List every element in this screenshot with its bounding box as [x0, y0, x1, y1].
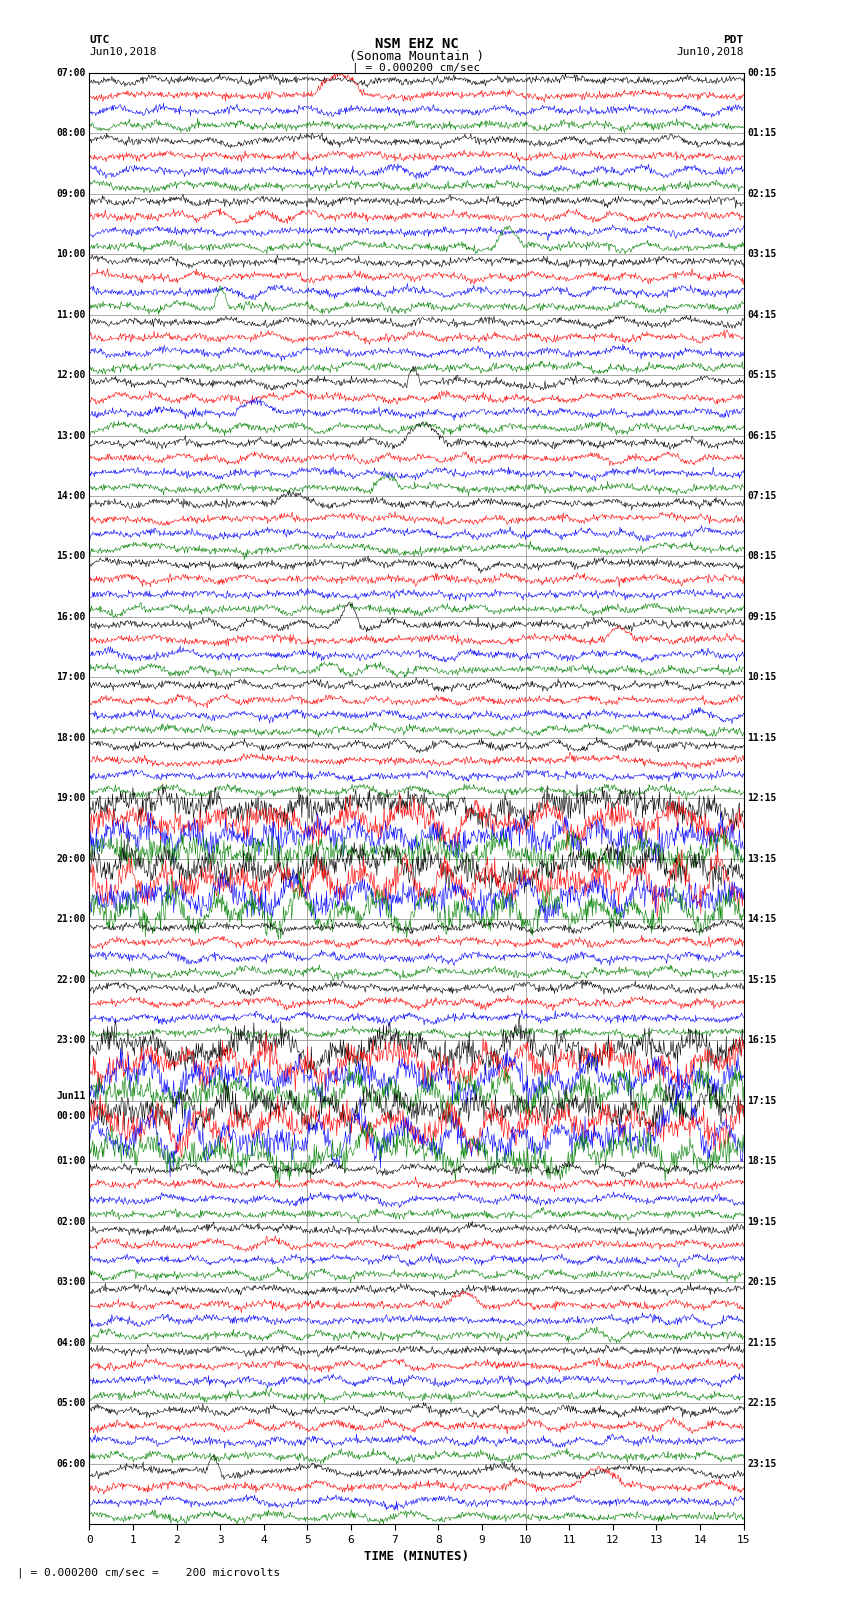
- Text: 17:00: 17:00: [57, 673, 86, 682]
- Text: 02:00: 02:00: [57, 1216, 86, 1227]
- Text: 19:15: 19:15: [747, 1216, 776, 1227]
- Text: 04:15: 04:15: [747, 310, 776, 319]
- Text: 00:00: 00:00: [57, 1111, 86, 1121]
- Text: 09:15: 09:15: [747, 611, 776, 623]
- Text: UTC: UTC: [89, 35, 110, 45]
- Text: 09:00: 09:00: [57, 189, 86, 198]
- Text: 13:15: 13:15: [747, 853, 776, 865]
- Text: 07:00: 07:00: [57, 68, 86, 77]
- Text: 04:00: 04:00: [57, 1337, 86, 1348]
- Text: 10:00: 10:00: [57, 248, 86, 260]
- Text: 02:15: 02:15: [747, 189, 776, 198]
- Text: NSM EHZ NC: NSM EHZ NC: [375, 37, 458, 52]
- Text: 07:15: 07:15: [747, 490, 776, 502]
- Text: 05:00: 05:00: [57, 1398, 86, 1408]
- Text: 03:00: 03:00: [57, 1277, 86, 1287]
- Text: Jun10,2018: Jun10,2018: [677, 47, 744, 56]
- Text: 16:00: 16:00: [57, 611, 86, 623]
- Text: 11:15: 11:15: [747, 732, 776, 744]
- Text: PDT: PDT: [723, 35, 744, 45]
- Text: 16:15: 16:15: [747, 1036, 776, 1045]
- Text: 18:00: 18:00: [57, 732, 86, 744]
- Text: 22:00: 22:00: [57, 974, 86, 986]
- Text: 20:15: 20:15: [747, 1277, 776, 1287]
- Text: 17:15: 17:15: [747, 1095, 776, 1107]
- Text: Jun11: Jun11: [57, 1090, 86, 1102]
- Text: 01:00: 01:00: [57, 1157, 86, 1166]
- Text: | = 0.000200 cm/sec =    200 microvolts: | = 0.000200 cm/sec = 200 microvolts: [17, 1566, 280, 1578]
- Text: 14:15: 14:15: [747, 915, 776, 924]
- Text: 08:00: 08:00: [57, 127, 86, 139]
- Text: 22:15: 22:15: [747, 1398, 776, 1408]
- Text: | = 0.000200 cm/sec: | = 0.000200 cm/sec: [353, 63, 480, 74]
- Text: 12:00: 12:00: [57, 369, 86, 381]
- X-axis label: TIME (MINUTES): TIME (MINUTES): [364, 1550, 469, 1563]
- Text: 06:15: 06:15: [747, 431, 776, 440]
- Text: 21:15: 21:15: [747, 1337, 776, 1348]
- Text: 11:00: 11:00: [57, 310, 86, 319]
- Text: 23:00: 23:00: [57, 1036, 86, 1045]
- Text: 08:15: 08:15: [747, 552, 776, 561]
- Text: 01:15: 01:15: [747, 127, 776, 139]
- Text: 06:00: 06:00: [57, 1458, 86, 1469]
- Text: 14:00: 14:00: [57, 490, 86, 502]
- Text: 23:15: 23:15: [747, 1458, 776, 1469]
- Text: 12:15: 12:15: [747, 794, 776, 803]
- Text: Jun10,2018: Jun10,2018: [89, 47, 156, 56]
- Text: 18:15: 18:15: [747, 1157, 776, 1166]
- Text: 03:15: 03:15: [747, 248, 776, 260]
- Text: 19:00: 19:00: [57, 794, 86, 803]
- Text: 05:15: 05:15: [747, 369, 776, 381]
- Text: 15:00: 15:00: [57, 552, 86, 561]
- Text: 20:00: 20:00: [57, 853, 86, 865]
- Text: 00:15: 00:15: [747, 68, 776, 77]
- Text: (Sonoma Mountain ): (Sonoma Mountain ): [349, 50, 484, 63]
- Text: 10:15: 10:15: [747, 673, 776, 682]
- Text: 13:00: 13:00: [57, 431, 86, 440]
- Text: 15:15: 15:15: [747, 974, 776, 986]
- Text: 21:00: 21:00: [57, 915, 86, 924]
